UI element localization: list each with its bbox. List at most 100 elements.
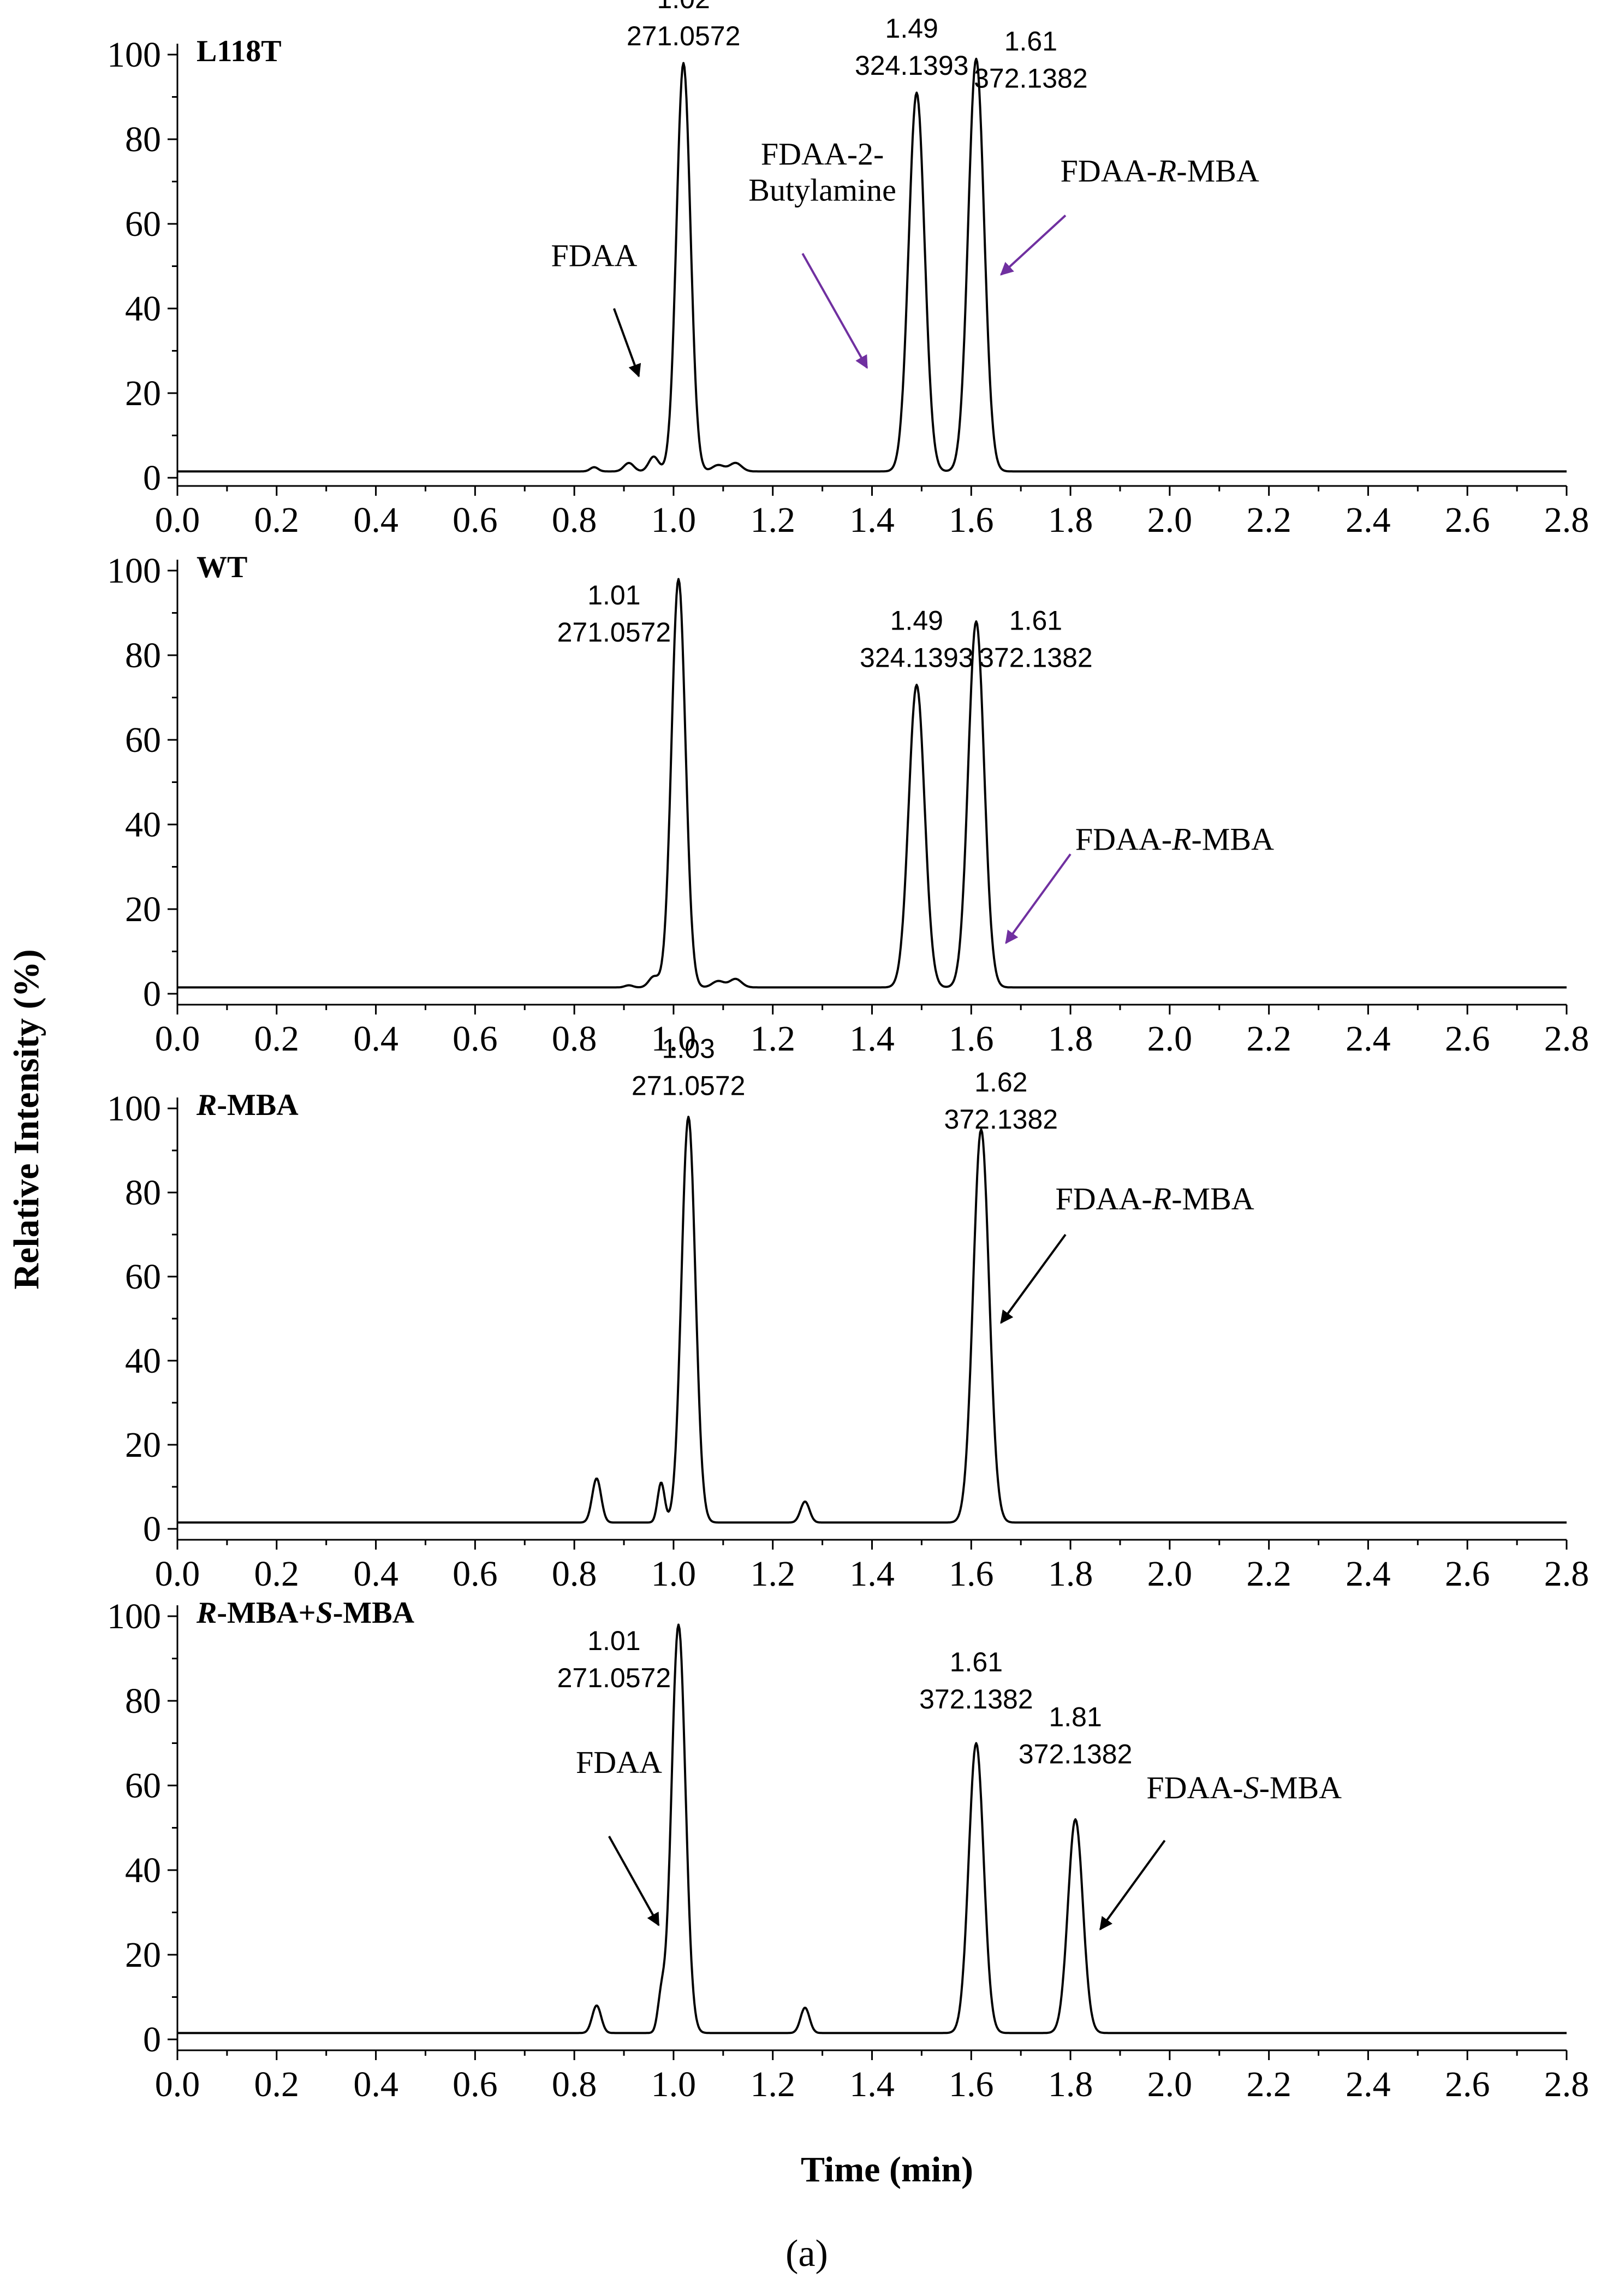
x-tick-label: 2.0 xyxy=(1147,1554,1193,1594)
peak-rt-label: 1.03 xyxy=(662,1034,715,1064)
peak-rt-label: 1.61 xyxy=(950,1647,1003,1677)
compound-label: FDAA-2- xyxy=(761,137,884,172)
x-axis-title: Time (min) xyxy=(801,2150,973,2190)
peak-rt-label: 1.81 xyxy=(1049,1702,1102,1733)
panel-label-part: R xyxy=(196,1088,217,1122)
x-tick-label: 0.2 xyxy=(254,500,300,540)
compound-label-part: FDAA-2- xyxy=(761,137,884,172)
x-tick-label: 2.4 xyxy=(1346,1554,1391,1594)
x-tick-label: 2.4 xyxy=(1346,2064,1391,2104)
annotation-arrow xyxy=(1005,853,1072,944)
x-tick-label: 2.2 xyxy=(1246,1019,1291,1059)
x-tick-label: 0.8 xyxy=(552,2064,597,2104)
peak-rt-label: 1.01 xyxy=(587,1625,640,1656)
y-tick-label: 60 xyxy=(125,204,161,244)
compound-label: FDAA-R-MBA xyxy=(1056,1181,1254,1217)
peak-rt-label: 1.49 xyxy=(885,13,938,44)
y-tick-label: 40 xyxy=(125,1850,161,1890)
peak-rt-label: 1.01 xyxy=(587,580,640,610)
y-tick-label: 60 xyxy=(125,720,161,760)
panel-label: R-MBA xyxy=(196,1088,299,1122)
panel-label: L118T xyxy=(197,34,282,68)
x-tick-label: 1.0 xyxy=(651,2064,697,2104)
x-tick-label: 2.2 xyxy=(1246,2064,1291,2104)
x-tick-label: 0.6 xyxy=(453,2064,498,2104)
peak-mz-label: 324.1393 xyxy=(855,50,969,81)
x-tick-label: 2.0 xyxy=(1147,2064,1193,2104)
x-tick-label: 2.8 xyxy=(1544,2064,1590,2104)
y-tick-label: 60 xyxy=(125,1257,161,1297)
x-tick-label: 0.4 xyxy=(353,2064,398,2104)
annotation-arrow xyxy=(608,1836,660,1926)
peak-mz-label: 372.1382 xyxy=(919,1684,1033,1714)
x-tick-label: 2.6 xyxy=(1445,1554,1490,1594)
x-tick-label: 1.2 xyxy=(750,500,795,540)
x-tick-label: 1.8 xyxy=(1048,2064,1093,2104)
y-tick-label: 100 xyxy=(107,551,161,591)
compound-label-part: R xyxy=(1152,1181,1171,1217)
x-tick-label: 0.8 xyxy=(552,500,597,540)
x-tick-label: 0.0 xyxy=(155,1554,200,1594)
compound-label-part: -MBA xyxy=(1259,1770,1342,1805)
compound-label-part: -MBA xyxy=(1171,1181,1254,1217)
y-tick-label: 80 xyxy=(125,1681,161,1721)
y-tick-label: 40 xyxy=(125,805,161,845)
panel-label-part: S xyxy=(316,1596,333,1630)
panel-label-part: -MBA+ xyxy=(217,1596,316,1630)
x-tick-label: 1.6 xyxy=(949,500,994,540)
x-tick-label: 2.4 xyxy=(1346,1019,1391,1059)
annotation-arrow xyxy=(612,308,641,378)
x-tick-label: 2.4 xyxy=(1346,500,1391,540)
annotation-arrow xyxy=(1000,1233,1067,1324)
y-tick-label: 20 xyxy=(125,1425,161,1465)
x-tick-label: 1.0 xyxy=(651,1019,697,1059)
compound-label-part: FDAA- xyxy=(1146,1770,1243,1805)
x-tick-label: 0.2 xyxy=(254,2064,300,2104)
x-tick-label: 0.8 xyxy=(552,1554,597,1594)
x-tick-label: 0.2 xyxy=(254,1019,300,1059)
peak-rt-label: 1.02 xyxy=(657,0,710,14)
y-tick-label: 0 xyxy=(143,1509,161,1549)
y-tick-label: 100 xyxy=(107,1597,161,1636)
peak-mz-label: 372.1382 xyxy=(979,643,1093,673)
x-tick-label: 1.6 xyxy=(949,2064,994,2104)
peak-mz-label: 271.0572 xyxy=(627,21,741,51)
y-tick-label: 40 xyxy=(125,1341,161,1381)
peak-mz-label: 271.0572 xyxy=(557,617,671,648)
compound-label-part: FDAA xyxy=(576,1745,662,1780)
peak-mz-label: 372.1382 xyxy=(1019,1739,1133,1770)
y-tick-label: 80 xyxy=(125,120,161,159)
y-tick-label: 100 xyxy=(107,1089,161,1129)
x-tick-label: 0.2 xyxy=(254,1554,300,1594)
compound-label-part: FDAA- xyxy=(1061,153,1157,189)
x-tick-label: 2.0 xyxy=(1147,1019,1193,1059)
x-tick-label: 0.6 xyxy=(453,1554,498,1594)
panel-label-part: -MBA xyxy=(333,1596,415,1630)
annotation-arrow xyxy=(1099,1840,1166,1931)
compound-label-part: R xyxy=(1171,822,1191,857)
x-tick-label: 1.4 xyxy=(849,1019,895,1059)
chromatogram-trace xyxy=(177,57,1567,473)
x-tick-label: 0.6 xyxy=(453,500,498,540)
compound-label-part: FDAA- xyxy=(1075,822,1172,857)
x-tick-label: 1.6 xyxy=(949,1019,994,1059)
x-tick-label: 1.4 xyxy=(849,1554,895,1594)
compound-label: FDAA-R-MBA xyxy=(1075,822,1274,857)
x-tick-label: 0.4 xyxy=(353,1019,398,1059)
x-tick-label: 1.2 xyxy=(750,2064,795,2104)
x-tick-label: 1.2 xyxy=(750,1554,795,1594)
x-tick-label: 1.8 xyxy=(1048,1019,1093,1059)
panel-label-part: R xyxy=(196,1596,217,1630)
x-tick-label: 1.2 xyxy=(750,1019,795,1059)
x-tick-label: 1.8 xyxy=(1048,500,1093,540)
x-tick-label: 0.8 xyxy=(552,1019,597,1059)
x-tick-label: 1.4 xyxy=(849,500,895,540)
x-tick-label: 1.0 xyxy=(651,1554,697,1594)
compound-label-part: -MBA xyxy=(1176,153,1259,189)
x-tick-label: 0.4 xyxy=(353,500,398,540)
x-tick-label: 2.6 xyxy=(1445,1019,1490,1059)
x-tick-label: 2.8 xyxy=(1544,1019,1590,1059)
compound-label-part: FDAA xyxy=(551,238,638,274)
